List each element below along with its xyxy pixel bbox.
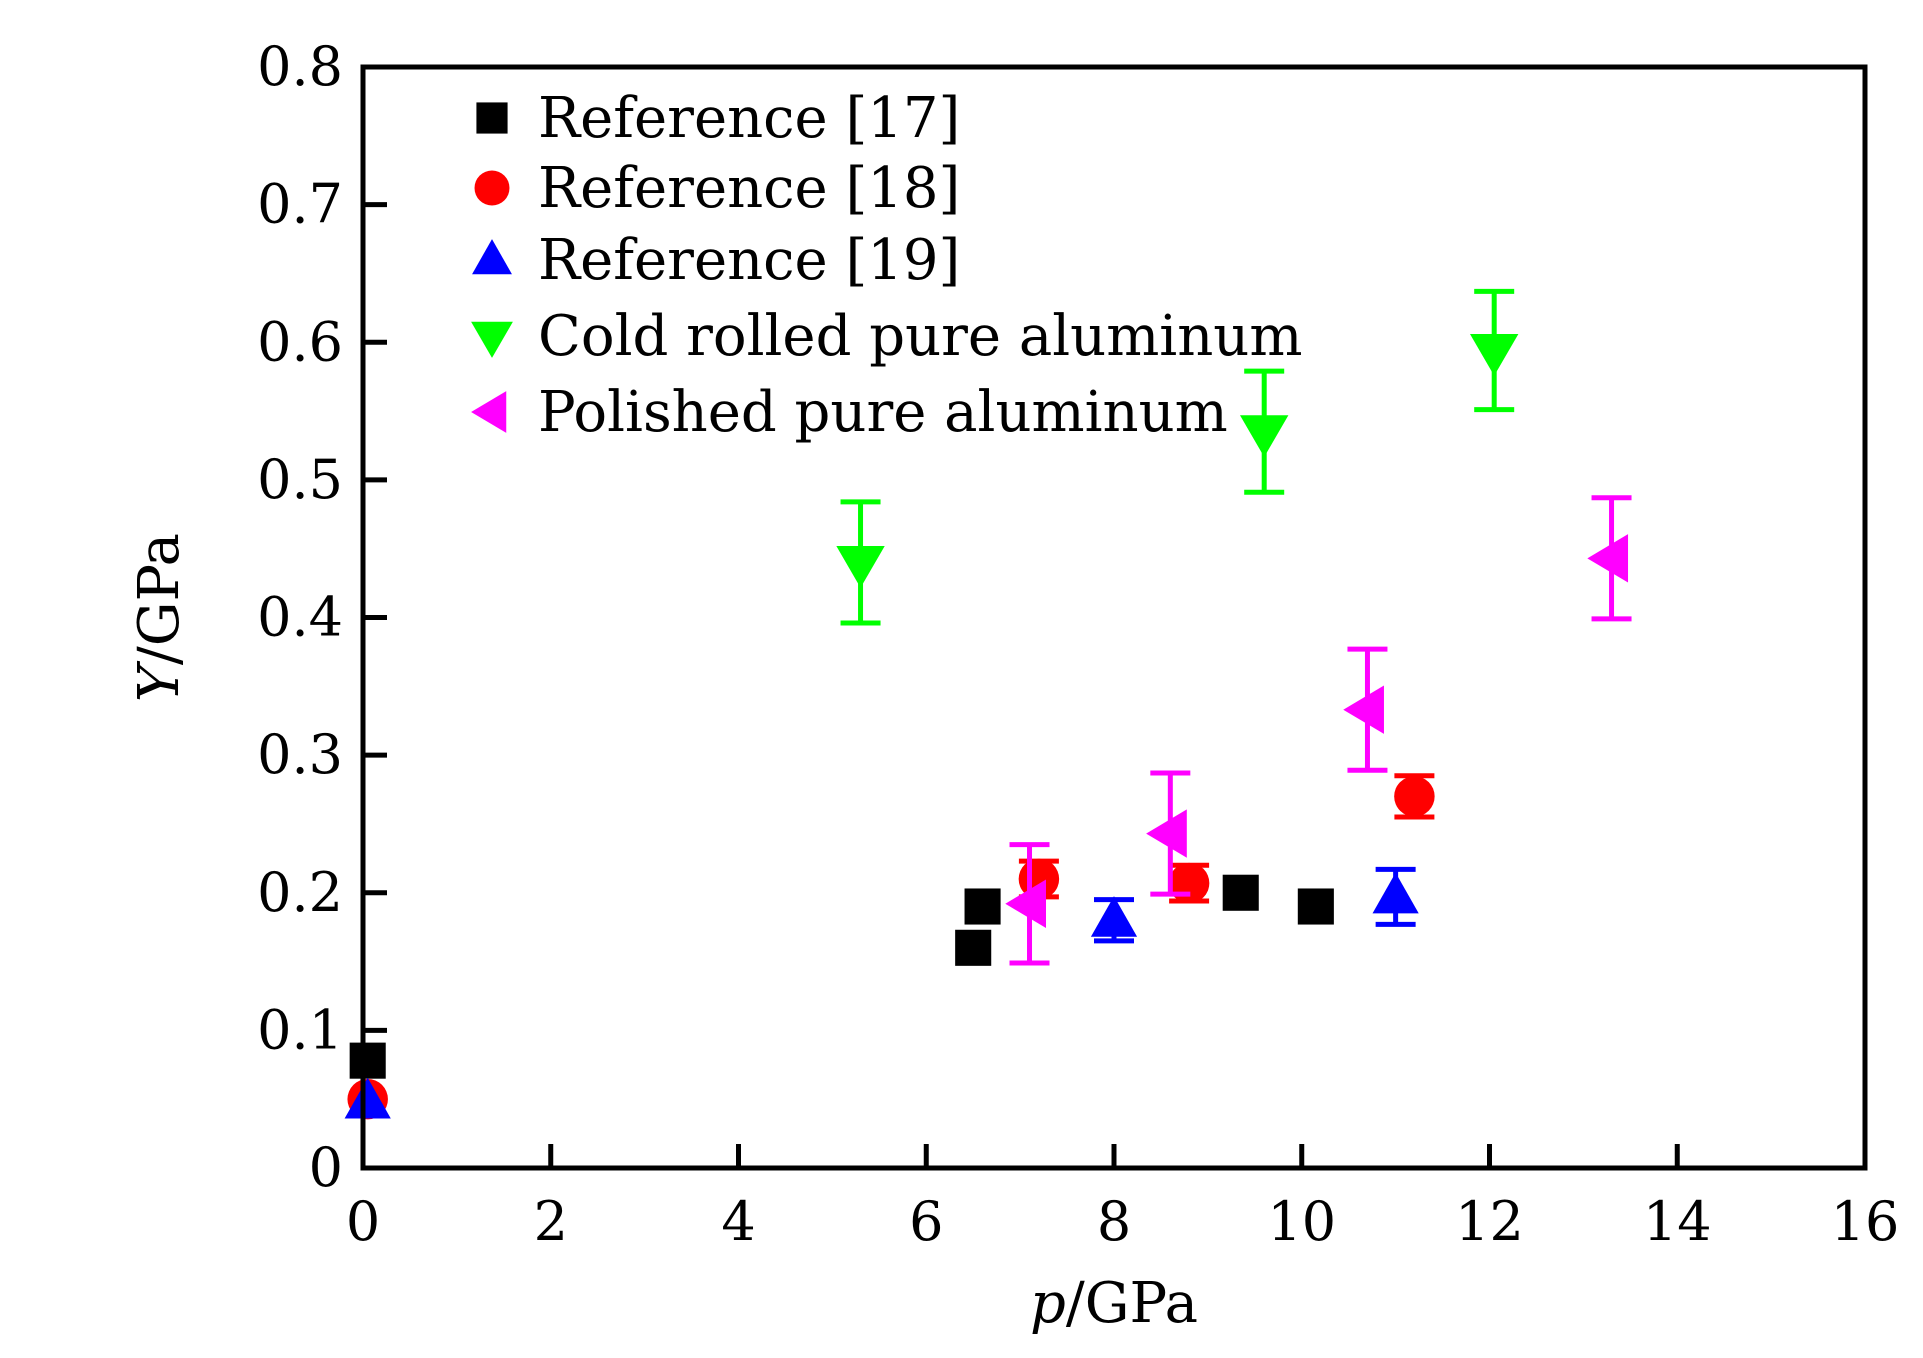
- data-point: [1297, 888, 1334, 925]
- legend-label: Reference [18]: [538, 156, 960, 221]
- data-point: [1343, 685, 1384, 734]
- x-axis-title: p/GPa: [1030, 1271, 1198, 1336]
- y-tick-label: 0.8: [257, 35, 343, 98]
- series-circle: [347, 773, 1435, 1120]
- series-square: [349, 874, 1334, 1079]
- data-point: [1090, 896, 1138, 937]
- data-point: [1005, 879, 1047, 928]
- y-tick-label: 0.5: [257, 448, 343, 511]
- ticks-layer: 0 2 4 6 8 10 12 14 16 0 0.1 0.2 0.3 0.4 0.5 0.6 0.7 0.8: [257, 35, 1899, 1253]
- x-tick-label: 4: [721, 1190, 755, 1253]
- y-tick-label: 0.7: [257, 173, 343, 236]
- legend-label: Reference [17]: [538, 86, 960, 151]
- data-point: [1372, 872, 1419, 914]
- x-tick-label: 10: [1267, 1190, 1336, 1253]
- data-point: [349, 1042, 386, 1079]
- legend-label: Reference [19]: [538, 228, 960, 293]
- legend-item: Cold rolled pure aluminum: [471, 304, 1302, 369]
- legend-marker: [476, 102, 508, 134]
- y-tick-label: 0: [309, 1136, 343, 1199]
- x-tick-label: 16: [1831, 1190, 1900, 1253]
- series-triangle-up: [344, 866, 1419, 1119]
- data-point: [1469, 334, 1519, 376]
- x-tick-label: 8: [1097, 1190, 1131, 1253]
- data-point: [1240, 415, 1289, 458]
- legend-label: Polished pure aluminum: [538, 380, 1228, 445]
- legend-label: Cold rolled pure aluminum: [538, 304, 1302, 369]
- y-tick-label: 0.1: [257, 998, 343, 1061]
- data-point: [1146, 809, 1187, 858]
- x-tick-label: 12: [1455, 1190, 1524, 1253]
- data-point: [836, 545, 885, 588]
- data-point: [1168, 862, 1210, 904]
- legend-marker: [471, 321, 513, 358]
- x-axis-unit: /GPa: [1066, 1271, 1198, 1336]
- y-tick-label: 0.4: [257, 586, 343, 649]
- data-point: [1222, 874, 1259, 911]
- legend: Reference [17]Reference [18] Reference [1…: [471, 86, 1302, 445]
- data-point: [955, 929, 992, 966]
- y-axis-variable: Y: [127, 660, 192, 702]
- x-tick-label: 2: [534, 1190, 568, 1253]
- series-triangle-left: [1005, 495, 1632, 966]
- data-point: [1587, 534, 1629, 583]
- x-axis-variable: p: [1030, 1271, 1066, 1336]
- legend-item: Reference [19]: [472, 228, 960, 293]
- legend-marker: [472, 239, 512, 275]
- x-tick-label: 6: [909, 1190, 943, 1253]
- marks-layer: [344, 288, 1632, 1120]
- data-point: [964, 888, 1001, 925]
- legend-item: Reference [18]: [474, 156, 960, 221]
- series-triangle-down: [836, 288, 1519, 626]
- y-tick-label: 0.2: [257, 861, 343, 924]
- y-tick-label: 0.3: [257, 723, 343, 786]
- legend-item: Reference [17]: [476, 86, 960, 151]
- y-tick-label: 0.6: [257, 310, 343, 373]
- legend-marker: [474, 170, 510, 206]
- y-axis-unit: /GPa: [127, 533, 192, 665]
- x-tick-label: 0: [346, 1190, 380, 1253]
- legend-marker: [471, 391, 507, 433]
- x-tick-label: 14: [1643, 1190, 1712, 1253]
- y-axis-title: Y/GPa: [127, 533, 192, 702]
- data-point: [1394, 776, 1435, 817]
- legend-item: Polished pure aluminum: [471, 380, 1228, 445]
- data-point: [344, 1077, 391, 1119]
